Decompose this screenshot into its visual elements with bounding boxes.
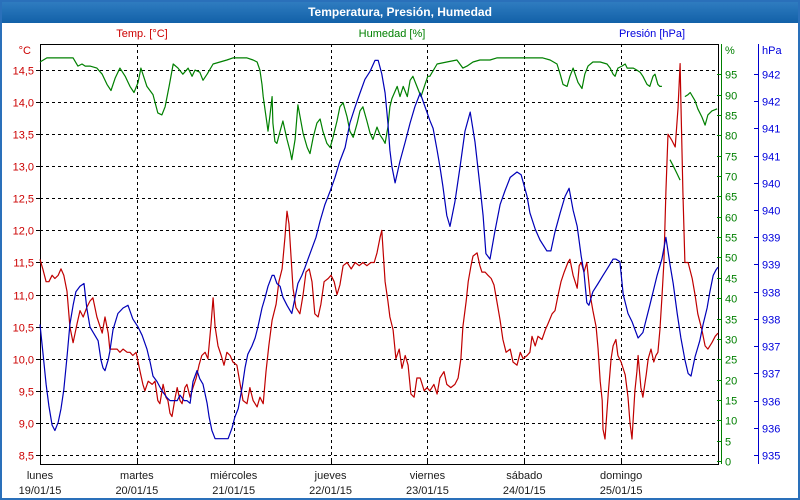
day-date-label: 20/01/15 bbox=[115, 485, 158, 497]
day-name-label: viernes bbox=[410, 470, 446, 482]
day-name-label: sábado bbox=[506, 470, 542, 482]
humidity-tick-label: 15 bbox=[725, 396, 737, 408]
humidity-tick-label: 85 bbox=[725, 111, 737, 123]
humidity-axis-unit: % bbox=[725, 45, 735, 57]
window-title: Temperatura, Presión, Humedad bbox=[308, 5, 492, 19]
day-date-label: 21/01/15 bbox=[212, 485, 255, 497]
day-date-label: 25/01/15 bbox=[600, 485, 643, 497]
pressure-tick-label: 936 bbox=[762, 397, 780, 409]
humidity-tick-label: 90 bbox=[725, 91, 737, 103]
pressure-curve bbox=[39, 59, 719, 440]
pressure-tick-label: 938 bbox=[762, 315, 780, 327]
temp-tick-label: 11,5 bbox=[13, 258, 34, 270]
pressure-tick-label: 937 bbox=[762, 342, 780, 354]
humidity-tick-label: 70 bbox=[725, 172, 737, 184]
temp-tick-label: 10,5 bbox=[13, 323, 34, 335]
humidity-tick-label: 75 bbox=[725, 152, 737, 164]
humidity-tick-label: 65 bbox=[725, 192, 737, 204]
day-date-label: 22/01/15 bbox=[309, 485, 352, 497]
humidity-tick-label: 0 bbox=[725, 457, 731, 469]
humidity-tick-label: 10 bbox=[725, 416, 737, 428]
temp-tick-label: 13,0 bbox=[13, 162, 34, 174]
temp-tick-label: 13,5 bbox=[13, 130, 34, 142]
pressure-tick-label: 939 bbox=[762, 260, 780, 272]
pressure-tick-label: 942 bbox=[762, 97, 780, 109]
temp-tick-label: 9,0 bbox=[19, 419, 34, 431]
pressure-tick-label: 935 bbox=[762, 451, 780, 463]
temp-tick-label: 11,0 bbox=[13, 291, 34, 303]
temp-tick-label: 14,0 bbox=[13, 98, 34, 110]
humidity-tick-label: 35 bbox=[725, 315, 737, 327]
humidity-tick-label: 95 bbox=[725, 70, 737, 82]
pressure-tick-label: 936 bbox=[762, 424, 780, 436]
pressure-tick-label: 941 bbox=[762, 124, 780, 136]
humidity-tick-label: 80 bbox=[725, 131, 737, 143]
pressure-tick-label: 942 bbox=[762, 70, 780, 82]
humidity-tick-label: 25 bbox=[725, 355, 737, 367]
temp-tick-label: 8,5 bbox=[19, 451, 34, 463]
temp-tick-label: 9,5 bbox=[19, 387, 34, 399]
humidity-tick-label: 55 bbox=[725, 233, 737, 245]
temp-tick-label: 12,5 bbox=[13, 194, 34, 206]
humidity-axis: 0 5 10 15 20 25 30 35 40 45 50 55 60 65 70 75 80 85 90 95% bbox=[717, 44, 737, 469]
pressure-tick-label: 937 bbox=[762, 369, 780, 381]
temp-tick-label: 10,0 bbox=[13, 355, 34, 367]
humidity-tick-label: 30 bbox=[725, 335, 737, 347]
day-date-label: 23/01/15 bbox=[406, 485, 449, 497]
temp-axis-unit: °C bbox=[19, 45, 31, 57]
day-date-label: 19/01/15 bbox=[19, 485, 62, 497]
day-name-label: miércoles bbox=[210, 470, 258, 482]
temp-axis: 8,5 9,0 9,5 10,0 10,5 11,0 11,5 12,0 12,5 13,0 13,… bbox=[13, 45, 40, 463]
temp-tick-label: 12,0 bbox=[13, 226, 34, 238]
window-title-bar: Temperatura, Presión, Humedad bbox=[2, 2, 798, 23]
humidity-tick-label: 45 bbox=[725, 274, 737, 286]
pressure-axis-unit: hPa bbox=[762, 45, 782, 57]
chart-plot-area: 8,5 9,0 9,5 10,0 10,5 11,0 11,5 12,0 12,5 13,0 13,… bbox=[13, 44, 782, 497]
pressure-tick-label: 940 bbox=[762, 206, 780, 218]
temperature-curve bbox=[39, 63, 719, 440]
pressure-tick-label: 938 bbox=[762, 288, 780, 300]
pressure-tick-label: 939 bbox=[762, 233, 780, 245]
pressure-tick-label: 941 bbox=[762, 152, 780, 164]
day-name-label: lunes bbox=[27, 470, 54, 482]
plot-border bbox=[40, 44, 719, 465]
legend-temperature-label: Temp. [°C] bbox=[116, 28, 168, 40]
humidity-tick-label: 20 bbox=[725, 376, 737, 388]
humidity-tick-label: 40 bbox=[725, 294, 737, 306]
day-name-label: domingo bbox=[600, 470, 642, 482]
day-name-label: jueves bbox=[314, 470, 347, 482]
humidity-tick-label: 60 bbox=[725, 213, 737, 225]
legend-pressure-label: Presión [hPa] bbox=[618, 28, 686, 40]
grid-lines bbox=[40, 44, 718, 456]
legend-humidity-label: Humedad [%] bbox=[358, 28, 426, 40]
humidity-tick-label: 5 bbox=[725, 437, 731, 449]
pressure-tick-label: 940 bbox=[762, 179, 780, 191]
day-name-label: martes bbox=[120, 470, 154, 482]
humidity-curve bbox=[39, 57, 718, 181]
x-axis: lunes 19/01/15 martes 20/01/15 miércoles 21/0… bbox=[19, 458, 719, 497]
temp-tick-label: 14,5 bbox=[13, 66, 34, 78]
humidity-tick-label: 50 bbox=[725, 253, 737, 265]
day-date-label: 24/01/15 bbox=[503, 485, 546, 497]
pressure-axis: 935 936 936 937 937 938 938 939 939 940 940 941 941 9… bbox=[754, 44, 782, 464]
